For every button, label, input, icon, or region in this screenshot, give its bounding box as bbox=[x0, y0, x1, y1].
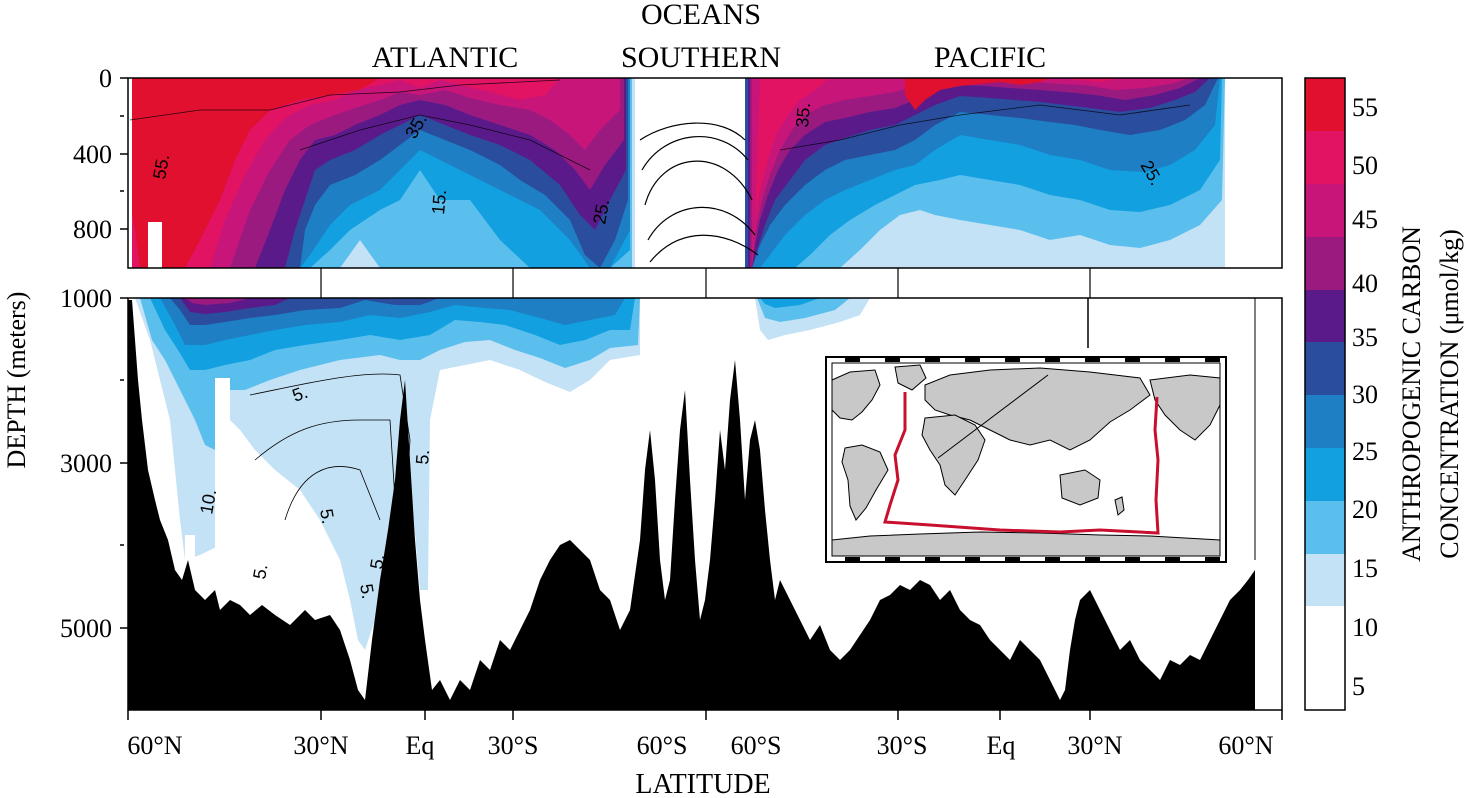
colorbar-swatch-45 bbox=[1305, 184, 1345, 237]
pac-deep-20 bbox=[760, 298, 820, 308]
pac-band-55 bbox=[905, 78, 1050, 110]
atl-deep-10 bbox=[135, 298, 640, 650]
ocean-label-atlantic: ATLANTIC bbox=[372, 41, 519, 74]
x-tick-60s-pac: 60°S bbox=[731, 731, 782, 760]
inset-map bbox=[825, 356, 1227, 563]
ocean-label-pacific: PACIFIC bbox=[934, 41, 1046, 74]
southern-gap bbox=[635, 78, 740, 268]
deep-contour-b bbox=[254, 419, 396, 501]
ocean-label-southern-line2: SOUTHERN bbox=[621, 41, 781, 74]
x-tick-60n-atl: 60°N bbox=[127, 731, 182, 760]
colorbar-tick-40: 40 bbox=[1352, 269, 1378, 298]
colorbar-tick-55: 55 bbox=[1352, 93, 1378, 122]
deep-contour-c bbox=[284, 466, 381, 521]
colorbar-tick-30: 30 bbox=[1352, 380, 1378, 409]
y-axis-label: DEPTH (meters) bbox=[2, 292, 31, 469]
inset-section-track bbox=[883, 392, 1160, 535]
x-tick-60n-pac: 60°N bbox=[1218, 731, 1273, 760]
inset-new-zealand bbox=[1114, 496, 1125, 516]
y-tick-800: 800 bbox=[73, 215, 112, 244]
deep-contour-a bbox=[249, 373, 411, 521]
blank-col-1 bbox=[215, 378, 230, 578]
atl-deep-40 bbox=[185, 298, 250, 305]
colorbar-tick-15: 15 bbox=[1352, 554, 1378, 583]
y-tick-3000: 3000 bbox=[60, 449, 112, 478]
so-contour-5 bbox=[649, 234, 759, 263]
so-contour-1 bbox=[639, 122, 746, 141]
upper-panel bbox=[128, 78, 1282, 268]
x-tick-30n-pac: 30°N bbox=[1067, 731, 1122, 760]
colorbar-label-line1: ANTHROPOGENIC CARBON bbox=[1397, 226, 1426, 562]
contour-label-35b: 35. bbox=[792, 102, 814, 129]
contour-label-5a: 5. bbox=[290, 382, 311, 406]
colorbar-swatch-10 bbox=[1305, 554, 1345, 606]
colorbar-swatch-25 bbox=[1305, 395, 1345, 448]
colorbar-swatch-35 bbox=[1305, 290, 1345, 342]
ocean-label-southern-line1: OCEANS bbox=[641, 0, 761, 31]
x-tick-60s-atl: 60°S bbox=[637, 731, 688, 760]
y-tick-1000: 1000 bbox=[60, 284, 112, 313]
colorbar-swatch-40 bbox=[1305, 237, 1345, 290]
x-tick-30s-atl: 30°S bbox=[488, 731, 539, 760]
colorbar-tick-25: 25 bbox=[1352, 437, 1378, 466]
contour-label-10: 10. bbox=[196, 488, 220, 516]
so-contour-4 bbox=[647, 206, 756, 241]
atl-contour-b bbox=[299, 114, 591, 171]
colorbar-swatch-20 bbox=[1305, 448, 1345, 501]
so-contour-2 bbox=[641, 136, 749, 171]
atl-band-55 bbox=[130, 78, 380, 268]
inset-antarctica bbox=[831, 531, 1221, 557]
colorbar-tick-45: 45 bbox=[1352, 205, 1378, 234]
inset-australia bbox=[1059, 469, 1101, 506]
colorbar-tick-50: 50 bbox=[1352, 151, 1378, 180]
inset-greenland bbox=[894, 364, 927, 391]
pac-band-35 bbox=[748, 78, 1210, 268]
colorbar-label-line2: CONCENTRATION (μmol/kg) bbox=[1435, 229, 1464, 559]
contour-label-5c: 5. bbox=[316, 507, 338, 525]
contour-label-5d: 5. bbox=[249, 562, 271, 580]
x-tick-eq-atl: Eq bbox=[406, 731, 435, 760]
lower-frame bbox=[127, 297, 1283, 711]
atl-contour-a bbox=[129, 79, 561, 121]
mask-blank bbox=[148, 222, 162, 268]
so-contour-3 bbox=[644, 160, 753, 206]
inset-track-line bbox=[937, 374, 1049, 459]
blank-col-2 bbox=[185, 535, 195, 575]
contour-label-5e: 5. bbox=[366, 552, 388, 570]
y-tick-0: 0 bbox=[99, 64, 112, 93]
x-tick-30s-pac: 30°S bbox=[877, 731, 928, 760]
lower-panel bbox=[128, 298, 1282, 710]
inset-north-america-east bbox=[1149, 374, 1221, 441]
colorbar-swatch-55 bbox=[1305, 78, 1345, 131]
colorbar bbox=[1304, 77, 1346, 711]
contour-label-25a: 25. bbox=[589, 198, 613, 226]
contour-label-55: 55. bbox=[149, 153, 173, 181]
x-axis-label: LATITUDE bbox=[635, 769, 770, 798]
colorbar-swatch-50 bbox=[1305, 131, 1345, 184]
colorbar-swatch-30 bbox=[1305, 342, 1345, 395]
colorbar-tick-10: 10 bbox=[1352, 613, 1378, 642]
colorbar-tick-5: 5 bbox=[1352, 672, 1365, 701]
mask-right bbox=[1225, 78, 1282, 268]
y-tick-400: 400 bbox=[73, 140, 112, 169]
x-tick-30n-atl: 30°N bbox=[293, 731, 348, 760]
inset-south-america bbox=[841, 444, 889, 521]
contour-label-15: 15. bbox=[428, 189, 450, 216]
colorbar-swatch-15 bbox=[1305, 501, 1345, 554]
inset-north-america-west bbox=[831, 369, 881, 421]
pac-contour-a bbox=[779, 104, 1191, 151]
mask-left bbox=[128, 78, 132, 268]
upper-frame bbox=[127, 77, 1283, 269]
colorbar-tick-20: 20 bbox=[1352, 495, 1378, 524]
contour-label-5b: 5. bbox=[412, 449, 433, 466]
contour-label-5f: 5. bbox=[356, 582, 378, 600]
pac-band-50 bbox=[755, 78, 1120, 220]
x-tick-eq-pac: Eq bbox=[987, 731, 1016, 760]
colorbar-swatch-5 bbox=[1305, 606, 1345, 659]
y-tick-5000: 5000 bbox=[60, 614, 112, 643]
sea-floor bbox=[128, 300, 1255, 710]
colorbar-tick-35: 35 bbox=[1352, 323, 1378, 352]
